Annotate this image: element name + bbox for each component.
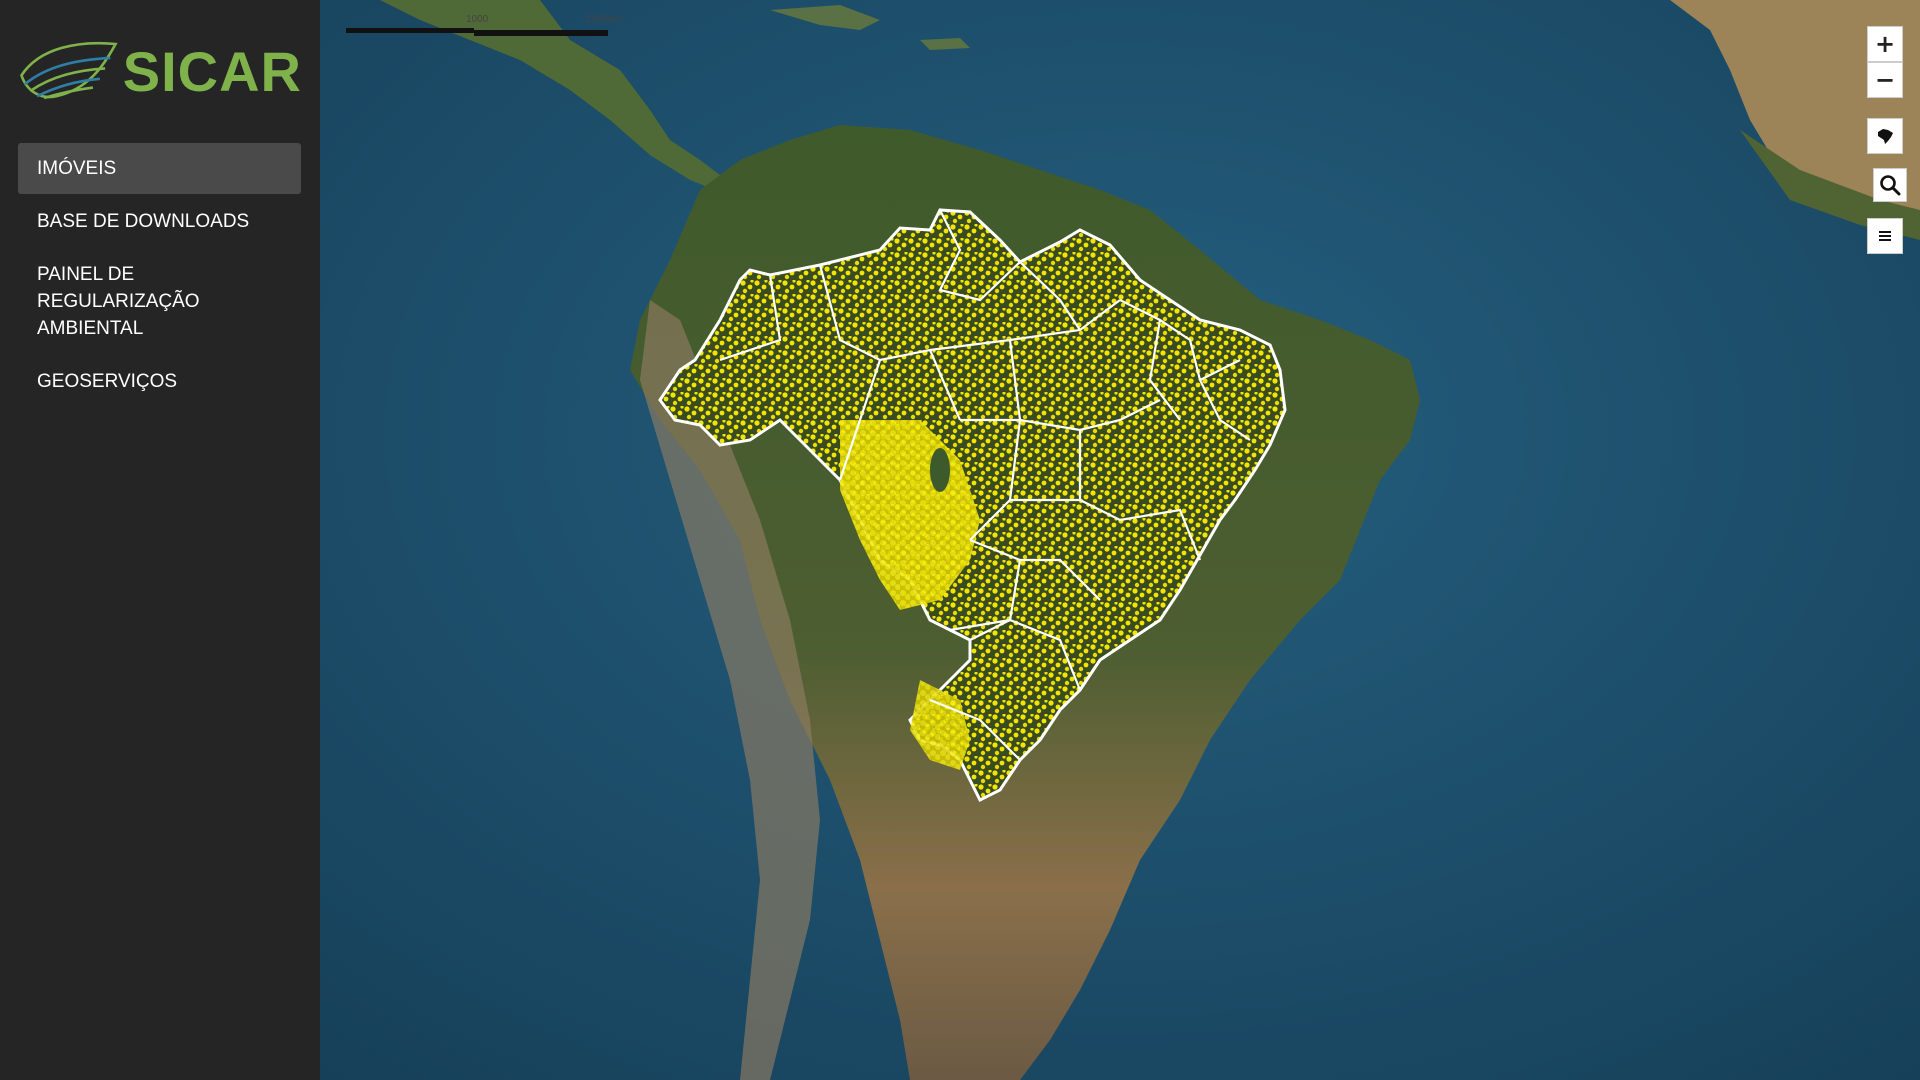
logo-text: SICAR bbox=[122, 39, 302, 103]
menu-icon bbox=[1879, 231, 1891, 241]
scale-label-1000: 1000 bbox=[466, 14, 489, 25]
andes-range bbox=[640, 300, 820, 1080]
search-icon bbox=[1880, 175, 1901, 196]
zoom-controls: + − bbox=[1867, 26, 1905, 98]
brazil-extent-button[interactable] bbox=[1867, 118, 1903, 154]
zoom-in-button[interactable]: + bbox=[1867, 26, 1903, 62]
layers-menu-button[interactable] bbox=[1867, 218, 1903, 254]
nav-item-base-de-downloads[interactable]: BASE DE DOWNLOADS bbox=[37, 211, 250, 232]
map-scale-bar: 1000 2000km bbox=[346, 14, 622, 44]
state-borders bbox=[719, 209, 1251, 761]
africa-land bbox=[1670, 0, 1920, 230]
main-nav: IMÓVEIS BASE DE DOWNLOADS PAINEL DE REGU… bbox=[18, 143, 301, 409]
sidebar: SICAR IMÓVEIS BASE DE DOWNLOADS PAINEL D… bbox=[0, 0, 320, 1080]
sicar-logo[interactable]: SICAR bbox=[18, 36, 302, 106]
africa-green bbox=[1740, 130, 1920, 240]
pantanal-region bbox=[930, 448, 950, 492]
central-america-land bbox=[380, 0, 720, 190]
sicar-logo-icon bbox=[20, 41, 118, 100]
zoom-out-button[interactable]: − bbox=[1867, 62, 1903, 98]
search-button[interactable] bbox=[1873, 168, 1907, 202]
nav-item-imoveis[interactable]: IMÓVEIS bbox=[18, 143, 301, 194]
map-canvas[interactable]: 1000 2000km bbox=[320, 0, 1920, 1080]
caribbean-islands bbox=[770, 5, 970, 50]
satellite-map[interactable] bbox=[320, 0, 1920, 1080]
scale-bar-segment-1 bbox=[346, 28, 474, 33]
scale-label-2000km: 2000km bbox=[586, 14, 622, 25]
nav-item-geoservicos[interactable]: GEOSERVIÇOS bbox=[37, 371, 178, 392]
brazil-map-icon bbox=[1878, 129, 1893, 144]
scale-bar-segment-2 bbox=[474, 30, 608, 36]
nav-item-painel-regularizacao[interactable]: PAINEL DE REGULARIZAÇÃO AMBIENTAL bbox=[37, 264, 200, 339]
brazil-dense-south bbox=[910, 680, 970, 770]
